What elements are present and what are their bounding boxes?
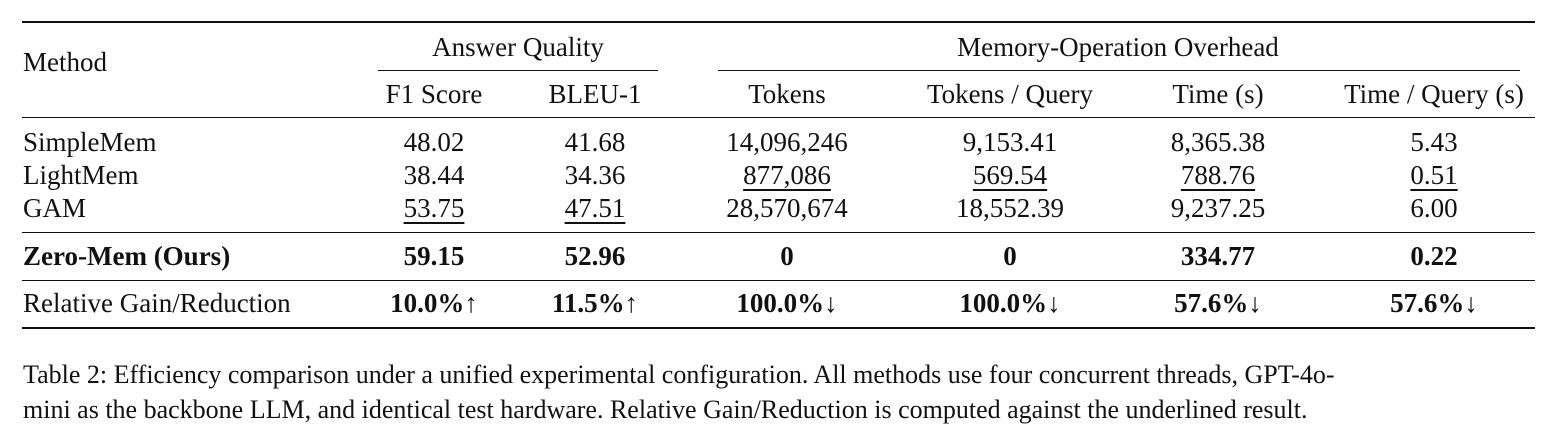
row-zeromem-f1: 59.15 — [403, 241, 465, 271]
caption-line-2: mini as the backbone LLM, and identical … — [23, 395, 1308, 424]
row-zeromem-tokens-per-query: 0 — [1003, 241, 1017, 271]
ours-top-rule — [22, 232, 1535, 233]
ours-bottom-rule — [22, 280, 1535, 281]
row-lightmem-time: 788.76 — [1180, 160, 1256, 190]
table-caption: Table 2: Efficiency comparison under a u… — [23, 357, 1535, 427]
overhead-rule — [718, 70, 1520, 71]
table-top-rule — [22, 21, 1535, 23]
row-lightmem-method: LightMem — [23, 160, 139, 190]
header-method: Method — [23, 47, 107, 77]
row-gam-tokens-per-query: 18,552.39 — [956, 193, 1064, 223]
row-lightmem-f1: 38.44 — [403, 160, 465, 190]
row-relative-gain-bleu1: 11.5%↑ — [551, 288, 639, 318]
row-zeromem-time-per-query: 0.22 — [1410, 241, 1458, 271]
header-col-tokens-per-query: Tokens / Query — [926, 79, 1094, 109]
row-gam-time: 9,237.25 — [1170, 193, 1266, 223]
row-lightmem-time-per-query: 0.51 — [1410, 160, 1458, 190]
row-lightmem-bleu1: 34.36 — [564, 160, 626, 190]
row-relative-gain-tokens-per-query: 100.0%↓ — [959, 288, 1061, 318]
row-simplemem-f1: 48.02 — [403, 127, 465, 157]
row-simplemem-method: SimpleMem — [23, 127, 157, 157]
header-col-bleu1: BLEU-1 — [548, 79, 642, 109]
table-bottom-rule — [22, 327, 1535, 329]
header-col-tokens: Tokens — [748, 79, 826, 109]
row-gam-method: GAM — [23, 193, 87, 223]
row-simplemem-bleu1: 41.68 — [564, 127, 626, 157]
header-bottom-rule — [22, 117, 1535, 118]
row-simplemem-tokens-per-query: 9,153.41 — [962, 127, 1058, 157]
header-col-time-per-query: Time / Query (s) — [1344, 79, 1524, 109]
row-relative-gain-tokens: 100.0%↓ — [736, 288, 838, 318]
row-lightmem-tokens: 877,086 — [743, 160, 831, 190]
header-col-time: Time (s) — [1172, 79, 1264, 109]
header-group-answer-quality: Answer Quality — [432, 32, 604, 62]
row-relative-gain-f1: 10.0%↑ — [390, 288, 478, 318]
row-lightmem-tokens-per-query: 569.54 — [972, 160, 1048, 190]
row-simplemem-time: 8,365.38 — [1170, 127, 1266, 157]
row-zeromem-bleu1: 52.96 — [564, 241, 626, 271]
row-simplemem-tokens: 14,096,246 — [726, 127, 848, 157]
row-simplemem-time-per-query: 5.43 — [1410, 127, 1458, 157]
row-zeromem-method: Zero-Mem (Ours) — [23, 241, 231, 271]
row-gam-time-per-query: 6.00 — [1410, 193, 1458, 223]
row-relative-gain-method: Relative Gain/Reduction — [23, 288, 291, 318]
answer-quality-rule — [378, 70, 658, 71]
row-relative-gain-time-per-query: 57.6%↓ — [1390, 288, 1478, 318]
caption-line-1: Table 2: Efficiency comparison under a u… — [23, 360, 1335, 389]
row-zeromem-tokens: 0 — [780, 241, 794, 271]
header-col-f1: F1 Score — [385, 79, 483, 109]
header-group-overhead: Memory-Operation Overhead — [957, 32, 1279, 62]
row-zeromem-time: 334.77 — [1180, 241, 1256, 271]
row-relative-gain-time: 57.6%↓ — [1174, 288, 1262, 318]
row-gam-f1: 53.75 — [403, 193, 465, 223]
row-gam-tokens: 28,570,674 — [726, 193, 848, 223]
row-gam-bleu1: 47.51 — [564, 193, 626, 223]
